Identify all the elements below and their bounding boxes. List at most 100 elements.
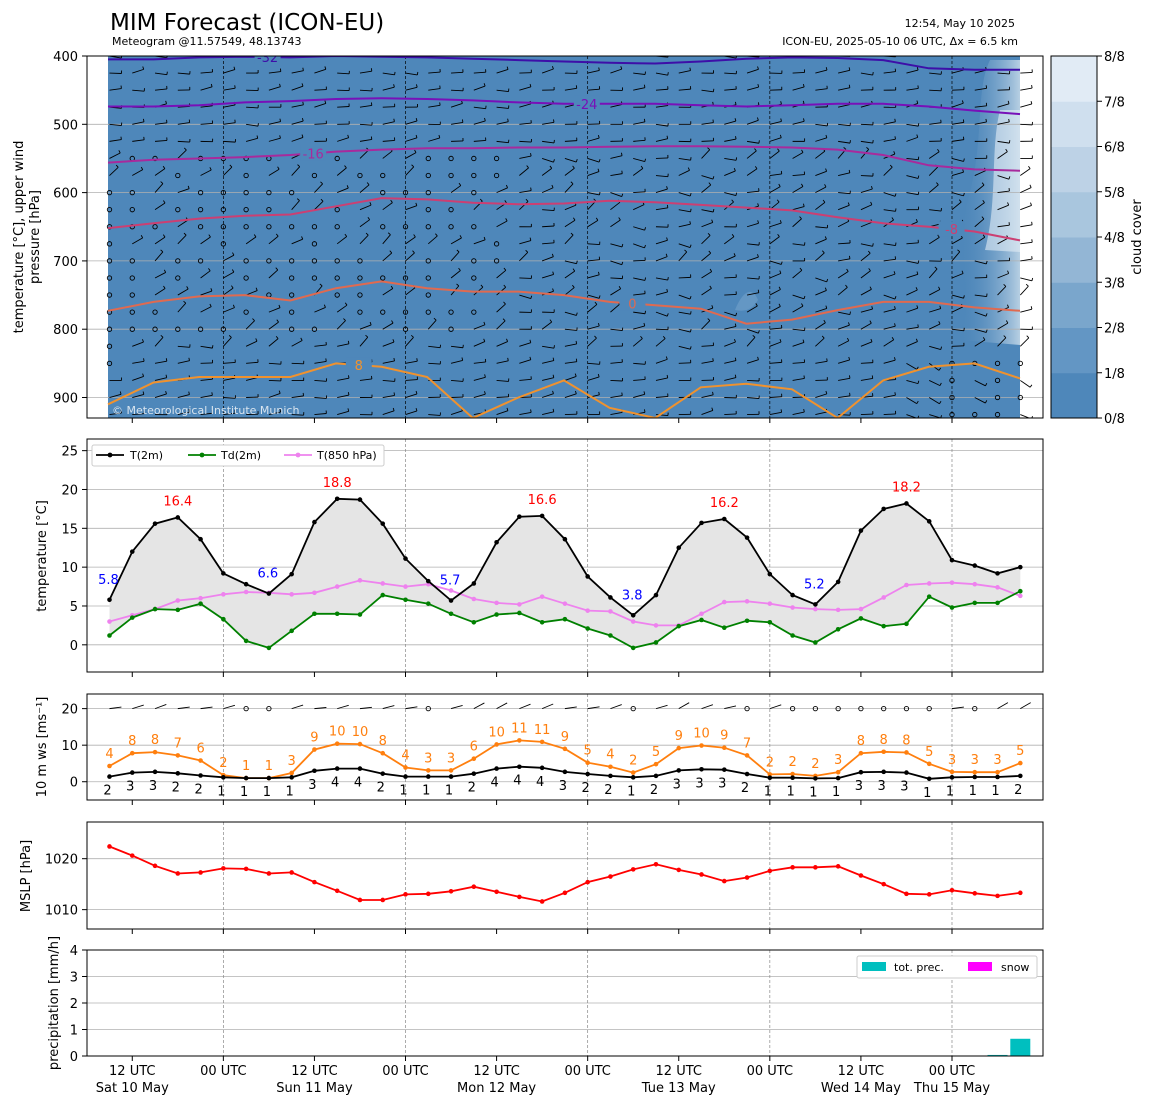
wind-barb-feather (940, 49, 941, 52)
gust-point (654, 762, 659, 767)
wind-barb-feather (736, 136, 737, 139)
t850-point (699, 611, 704, 616)
wind-barb-feather (644, 85, 645, 88)
gust-label: 7 (743, 736, 751, 751)
td2m-point (699, 618, 704, 623)
upper-ytick-label: 800 (53, 323, 78, 338)
gust-point (676, 746, 681, 751)
mean-wind-point (267, 776, 272, 781)
gust-label: 9 (675, 729, 683, 744)
t2m-point (1018, 565, 1023, 570)
mslp-ylabel: MSLP [hPa] (19, 840, 34, 912)
wind-barb-feather (144, 358, 145, 361)
t850-point (631, 619, 636, 624)
t850-point (289, 592, 294, 597)
mean-wind-point (335, 766, 340, 771)
td2m-point (244, 639, 249, 644)
colorbar-level (1051, 282, 1097, 328)
td2m-point (130, 615, 135, 620)
wind-barb (952, 52, 963, 56)
wind-barb (269, 380, 281, 381)
legend-snow: snow (1001, 961, 1029, 974)
mean-wind-label: 3 (673, 777, 681, 792)
t2m-point (221, 571, 226, 576)
td2m-point (176, 608, 181, 613)
gust-label: 10 (329, 725, 346, 740)
t850-point (972, 582, 977, 587)
mean-wind-label: 1 (263, 785, 271, 800)
ytick-label: 1010 (45, 904, 78, 919)
t2m-point (472, 581, 477, 586)
mean-wind-point (972, 775, 977, 780)
mean-wind-label: 3 (308, 778, 316, 793)
gust-point (631, 770, 636, 775)
t850-point (176, 598, 181, 603)
td2m-point (403, 597, 408, 602)
gust-label: 5 (925, 745, 933, 760)
tmin-label: 3.8 (622, 588, 643, 603)
t850-point (881, 595, 886, 600)
wind-barb-feather (417, 358, 418, 361)
mean-wind-point (472, 771, 477, 776)
gust-label: 1 (242, 759, 250, 774)
colorbar-level (1051, 101, 1097, 147)
mslp-point (358, 898, 363, 903)
upper-ylabel-2: pressure [hPa] (28, 190, 43, 284)
time-tick-label: 12 UTC (291, 1064, 337, 1079)
t850-point (950, 580, 955, 585)
t2m-point (654, 593, 659, 598)
gust-label: 4 (401, 748, 409, 763)
mslp-point (699, 872, 704, 877)
wind-ylabel: 10 m ws [ms⁻¹] (35, 697, 50, 798)
gust-label: 5 (652, 745, 660, 760)
date-label: Sun 11 May (276, 1081, 353, 1096)
mslp-point (722, 879, 727, 884)
gust-label: 3 (993, 753, 1001, 768)
mslp-point (267, 871, 272, 876)
colorbar-tick-label: 5/8 (1104, 186, 1125, 201)
upper-ytick-label: 600 (53, 187, 78, 202)
gust-point (722, 745, 727, 750)
colorbar-tick-label: 8/8 (1104, 50, 1125, 65)
wind-barb (406, 52, 417, 56)
mean-wind-label: 1 (786, 785, 794, 800)
mean-wind-label: 1 (764, 785, 772, 800)
mean-wind-point (1018, 774, 1023, 779)
precip-ylabel: precipitation [mm/h] (47, 936, 62, 1070)
t850-point (403, 584, 408, 589)
mean-wind-point (790, 775, 795, 780)
mean-wind-label: 1 (422, 784, 430, 799)
ytick-label: 20 (61, 703, 78, 718)
t850-point (927, 581, 932, 586)
mean-wind-point (608, 774, 613, 779)
mslp-point (540, 899, 545, 904)
mean-wind-point (654, 774, 659, 779)
mean-wind-point (358, 766, 363, 771)
gust-point (836, 770, 841, 775)
t850-point (517, 602, 522, 607)
wind-barb-feather (348, 49, 349, 52)
colorbar-label: cloud cover (1130, 199, 1145, 275)
t850-point (358, 578, 363, 583)
wind-barb-feather (166, 358, 167, 361)
td2m-point (380, 593, 385, 598)
tmin-label: 5.7 (440, 574, 461, 589)
t2m-point (859, 528, 864, 533)
colorbar-tick-label: 1/8 (1104, 367, 1125, 382)
mslp-point (995, 894, 1000, 899)
gust-label: 3 (447, 751, 455, 766)
td2m-point (472, 620, 477, 625)
mean-wind-label: 2 (604, 783, 612, 798)
t850-point (198, 596, 203, 601)
gust-label: 8 (151, 733, 159, 748)
mslp-point (836, 864, 841, 869)
upper-ytick-label: 700 (53, 255, 78, 270)
gust-point (403, 765, 408, 770)
wind-barb (178, 141, 190, 142)
mean-wind-label: 4 (354, 776, 362, 791)
t2m-point (904, 501, 909, 506)
t2m-point (745, 535, 750, 540)
colorbar-level (1051, 147, 1097, 193)
wind-barb-feather (439, 50, 440, 53)
cloud-cover-colorbar: 0/81/82/83/84/85/86/87/88/8 cloud cover (1051, 50, 1145, 427)
